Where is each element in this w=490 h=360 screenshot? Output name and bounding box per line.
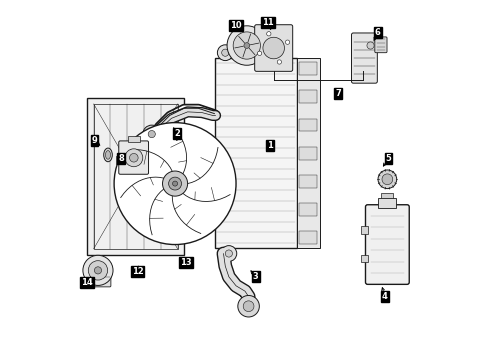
Circle shape xyxy=(163,171,188,196)
Ellipse shape xyxy=(104,148,112,162)
Bar xyxy=(299,147,318,159)
Circle shape xyxy=(277,60,282,64)
Text: 6: 6 xyxy=(375,28,381,37)
Text: 1: 1 xyxy=(267,141,273,150)
FancyBboxPatch shape xyxy=(375,37,387,53)
Text: 13: 13 xyxy=(180,258,192,267)
Circle shape xyxy=(172,181,177,186)
Circle shape xyxy=(169,177,181,190)
Circle shape xyxy=(244,42,250,48)
Bar xyxy=(299,231,318,244)
Circle shape xyxy=(218,45,233,60)
Circle shape xyxy=(129,153,138,162)
Bar xyxy=(299,175,318,188)
Text: 12: 12 xyxy=(131,267,143,276)
FancyBboxPatch shape xyxy=(91,271,111,287)
Circle shape xyxy=(95,267,101,274)
Circle shape xyxy=(221,49,229,56)
Circle shape xyxy=(221,246,237,261)
Circle shape xyxy=(285,40,290,44)
Bar xyxy=(215,58,297,248)
Text: 9: 9 xyxy=(92,136,97,145)
Bar xyxy=(87,98,184,255)
Circle shape xyxy=(378,170,397,189)
Circle shape xyxy=(257,51,262,55)
Bar xyxy=(299,118,318,131)
Circle shape xyxy=(227,26,267,65)
Circle shape xyxy=(148,131,155,138)
Text: 2: 2 xyxy=(174,129,180,138)
Bar xyxy=(297,58,320,248)
FancyBboxPatch shape xyxy=(366,205,409,284)
Text: 4: 4 xyxy=(382,292,388,301)
FancyBboxPatch shape xyxy=(351,33,377,83)
Circle shape xyxy=(367,42,374,49)
Bar xyxy=(299,203,318,216)
Text: 14: 14 xyxy=(81,278,93,287)
Bar xyxy=(378,198,395,208)
Text: 7: 7 xyxy=(335,89,341,98)
FancyBboxPatch shape xyxy=(255,25,293,71)
Circle shape xyxy=(143,125,161,143)
Text: 5: 5 xyxy=(386,154,392,163)
FancyBboxPatch shape xyxy=(119,141,148,174)
Bar xyxy=(299,90,318,103)
Bar xyxy=(361,226,368,234)
Text: 11: 11 xyxy=(263,18,274,27)
Bar xyxy=(116,156,121,164)
Bar xyxy=(128,136,140,142)
Circle shape xyxy=(233,32,260,59)
Text: 8: 8 xyxy=(119,154,124,163)
Circle shape xyxy=(114,123,236,244)
Circle shape xyxy=(88,261,108,280)
Circle shape xyxy=(83,255,113,285)
Bar xyxy=(299,62,318,75)
Text: 10: 10 xyxy=(230,21,242,30)
Bar xyxy=(361,255,368,262)
Bar xyxy=(381,193,393,198)
Circle shape xyxy=(125,149,143,167)
Circle shape xyxy=(243,301,254,312)
Ellipse shape xyxy=(105,150,111,159)
Circle shape xyxy=(238,296,259,317)
Circle shape xyxy=(225,250,232,257)
Text: 3: 3 xyxy=(253,272,259,281)
Circle shape xyxy=(267,32,271,36)
Bar xyxy=(94,104,177,249)
Circle shape xyxy=(382,174,393,185)
Circle shape xyxy=(263,37,285,59)
